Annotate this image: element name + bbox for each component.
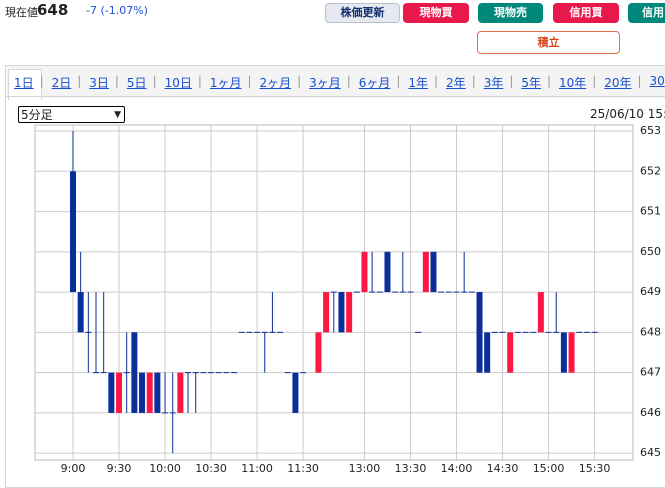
margin-sell-button[interactable]: 信用	[628, 3, 665, 23]
active-tab	[8, 69, 42, 100]
x-tick-label: 14:30	[487, 462, 519, 475]
candle-body	[568, 332, 575, 373]
tab-separator: |	[297, 74, 302, 88]
candle-body	[154, 372, 161, 413]
period-tab[interactable]: 3年	[483, 76, 504, 90]
refresh-button[interactable]: 株価更新	[325, 3, 400, 23]
tab-separator: |	[434, 74, 439, 88]
period-tab[interactable]: 5日	[126, 76, 147, 90]
period-tab[interactable]: 3日	[89, 76, 109, 90]
candle-body	[507, 332, 514, 373]
candle-body	[315, 332, 322, 373]
y-tick-label: 653	[640, 124, 661, 137]
candle-body	[70, 171, 76, 293]
x-tick-label: 13:30	[395, 462, 427, 475]
candle-body	[146, 372, 153, 413]
price-change: -7 (-1.07%)	[86, 4, 148, 17]
candle-body	[430, 251, 437, 293]
y-tick-label: 651	[640, 205, 661, 218]
tab-separator: |	[77, 74, 82, 88]
candle-body	[346, 292, 353, 333]
x-tick-label: 10:00	[149, 462, 181, 475]
x-tick-label: 9:00	[61, 462, 86, 475]
tab-separator: |	[592, 74, 597, 88]
y-tick-label: 646	[640, 406, 661, 419]
period-tab[interactable]: 1年	[408, 76, 429, 90]
y-tick-label: 652	[640, 164, 661, 177]
tab-separator: |	[637, 74, 642, 88]
x-tick-label: 11:30	[287, 462, 319, 475]
y-tick-label: 645	[640, 446, 661, 459]
x-tick-label: 14:00	[441, 462, 473, 475]
period-tab[interactable]: 1ヶ月	[209, 76, 242, 90]
tab-separator: |	[346, 74, 351, 88]
period-tab[interactable]: 1日	[14, 76, 34, 90]
candle-body	[560, 332, 567, 373]
period-tab[interactable]: 3ヶ月	[309, 76, 341, 90]
timestamp: 25/06/10 15:	[590, 107, 665, 121]
x-tick-label: 13:00	[349, 462, 381, 475]
candle-body	[108, 372, 115, 413]
candle-body	[537, 292, 544, 333]
candle-body	[77, 292, 84, 333]
period-tab[interactable]: 5年	[521, 76, 541, 90]
tab-separator: |	[39, 74, 44, 88]
candle-body	[361, 251, 368, 293]
cash-sell-button[interactable]: 現物売	[478, 3, 543, 23]
tab-separator: |	[509, 74, 514, 88]
interval-select[interactable]: 5分足 ▼	[18, 106, 125, 123]
period-tab[interactable]: 10日	[164, 76, 192, 90]
tab-separator: |	[114, 74, 119, 88]
x-tick-label: 15:30	[579, 462, 611, 475]
tab-separator: |	[197, 74, 202, 88]
candle-body	[292, 372, 299, 413]
price: 648	[37, 1, 69, 19]
candle-body	[323, 292, 330, 333]
interval-label: 5分足	[21, 108, 53, 122]
x-tick-label: 10:30	[195, 462, 227, 475]
x-tick-label: 9:30	[107, 462, 132, 475]
period-tab[interactable]: 2ヶ月	[259, 76, 292, 90]
candle-body	[422, 251, 429, 293]
tab-separator: |	[247, 74, 252, 88]
candle-body	[139, 372, 146, 413]
candle-body	[177, 372, 184, 413]
period-tab[interactable]: 30	[649, 74, 665, 88]
period-tab[interactable]: 20年	[604, 76, 632, 90]
period-tab[interactable]: 6ヶ月	[358, 76, 391, 90]
y-tick-label: 648	[640, 325, 661, 338]
tab-separator: |	[471, 74, 476, 88]
candle-body	[484, 332, 491, 373]
chart: 645 646 647 648 649 650 651 652 653 9:00 9:30 10:00…	[34, 124, 661, 475]
period-tab[interactable]: 2日	[51, 76, 72, 90]
period-tabs: 1日 | 2日 | 3日 | 5日 | 10日 | 1ヶ月 | 2ヶ月 | 3ヶ月 | 6ヶ月 | 1年 | 2年 | 3年…	[5, 65, 665, 100]
cash-buy-button[interactable]: 現物買	[403, 3, 469, 23]
candle-body	[476, 292, 483, 373]
candle-body	[384, 251, 391, 293]
page: {"header":{"price_label":"現在値","price":"…	[5, 1, 665, 488]
y-tick-label: 649	[640, 285, 661, 298]
margin-buy-button[interactable]: 信用買	[553, 3, 619, 23]
price-label: 現在値	[5, 6, 38, 19]
candle-body	[338, 292, 345, 333]
candle-body	[116, 372, 123, 413]
tab-separator: |	[152, 74, 157, 88]
period-tab[interactable]: 10年	[558, 76, 587, 90]
tab-separator: |	[546, 74, 552, 88]
accumulate-button[interactable]: 積立	[477, 31, 620, 54]
tab-separator: |	[396, 74, 401, 88]
x-tick-label: 11:00	[241, 462, 273, 475]
x-tick-label: 15:00	[533, 462, 565, 475]
candle-body	[131, 332, 138, 413]
refresh-label: 株価更新	[340, 6, 385, 19]
period-tab[interactable]: 2年	[446, 76, 466, 90]
y-tick-label: 650	[640, 245, 661, 258]
y-tick-label: 647	[640, 366, 661, 379]
